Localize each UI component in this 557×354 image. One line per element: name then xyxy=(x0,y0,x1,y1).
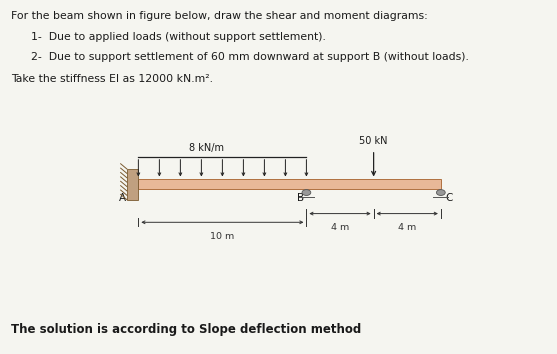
Text: Take the stiffness EI as 12000 kN.m².: Take the stiffness EI as 12000 kN.m². xyxy=(11,74,213,84)
Text: 2-  Due to support settlement of 60 mm downward at support B (without loads).: 2- Due to support settlement of 60 mm do… xyxy=(31,52,470,62)
Circle shape xyxy=(302,190,311,195)
Text: 4 m: 4 m xyxy=(398,223,416,232)
Text: 8 kN/m: 8 kN/m xyxy=(189,143,224,153)
Text: 1-  Due to applied loads (without support settlement).: 1- Due to applied loads (without support… xyxy=(31,33,326,42)
Bar xyxy=(138,179,441,189)
Text: C: C xyxy=(446,193,453,203)
Circle shape xyxy=(437,190,445,195)
Text: A: A xyxy=(119,193,126,203)
Text: The solution is according to Slope deflection method: The solution is according to Slope defle… xyxy=(11,322,361,336)
Text: B: B xyxy=(296,193,304,203)
Text: 4 m: 4 m xyxy=(331,223,349,232)
Bar xyxy=(127,169,138,200)
Text: For the beam shown in figure below, draw the shear and moment diagrams:: For the beam shown in figure below, draw… xyxy=(11,11,427,22)
Text: 10 m: 10 m xyxy=(210,232,234,241)
Text: 50 kN: 50 kN xyxy=(359,136,388,146)
